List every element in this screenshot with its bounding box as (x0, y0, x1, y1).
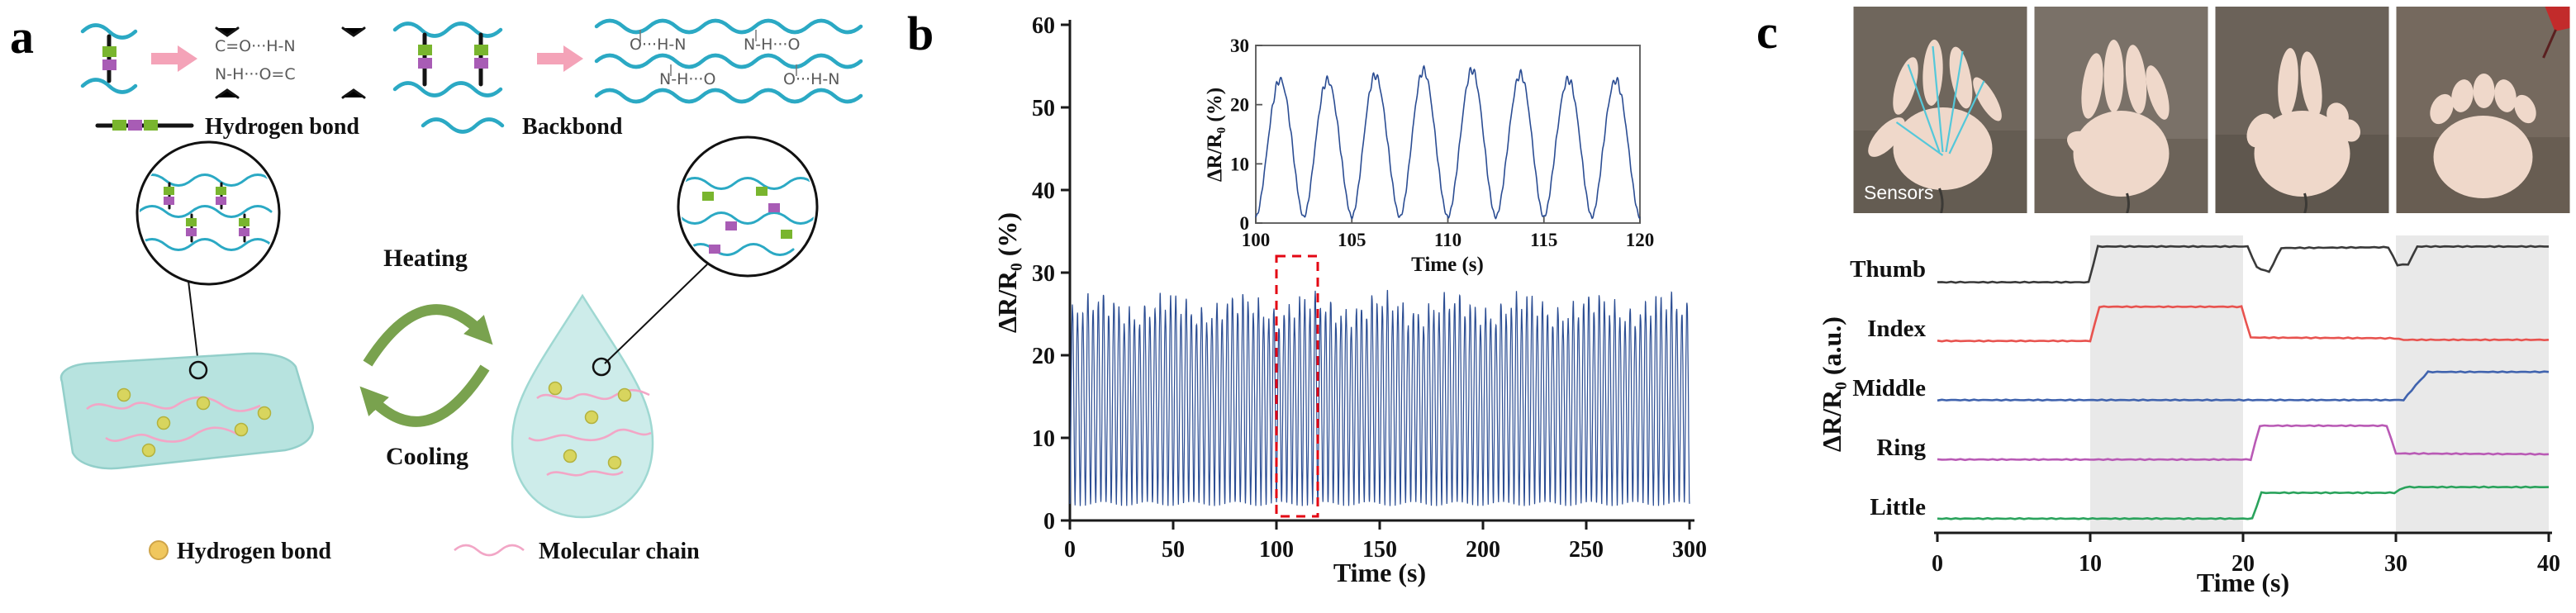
legend-hydrogen-bond-label: Hydrogen bond (177, 539, 331, 564)
motif-single-hbond (80, 23, 138, 94)
y-tick-label: 30 (1032, 261, 1055, 287)
hand-photo-clenched (2396, 7, 2570, 213)
chem-text: C=O···H-N (215, 37, 296, 55)
y-tick-label: 50 (1032, 96, 1055, 121)
finger-label-ring: Ring (1876, 435, 1926, 461)
inset-x-tick-label: 110 (1434, 230, 1461, 250)
shaded-region-2 (2396, 235, 2549, 533)
clip-lead-icon (2545, 7, 2570, 31)
finger-trace-little (1937, 485, 2550, 520)
panel-a-schematic: C=O···H-N N-H···O=C (59, 18, 863, 564)
panel-c-chart: 0 10 20 30 40 Thumb Index Middle Ring Little (1850, 235, 2560, 577)
inset-frame (1255, 45, 1641, 224)
panel-b-xlabel: Time (s) (1333, 558, 1426, 587)
panel-a-letter: a (10, 10, 34, 64)
sensors-label: Sensors (1864, 182, 1934, 203)
finger-trace-thumb (1937, 245, 2549, 284)
heating-arrow-icon (363, 304, 493, 367)
x-tick-label: 100 (1259, 537, 1294, 563)
heating-label: Heating (383, 245, 468, 272)
inset-waveform (1255, 64, 1641, 220)
hand-photo-open (1853, 7, 2027, 214)
heating-cooling-cycle: Heating Cooling (359, 245, 493, 470)
inset-y-tick-label: 10 (1230, 154, 1249, 174)
y-tick-label: 0 (1043, 509, 1055, 535)
panel-b-inset-ylabel: ΔR/R₀ (%) (1204, 88, 1226, 182)
molecular-chain-icon (454, 544, 525, 557)
panel-b-letter: b (907, 7, 934, 60)
finger-label-index: Index (1867, 316, 1926, 342)
inset-x-tick-label: 115 (1530, 230, 1557, 250)
finger-trace-ring (1937, 424, 2550, 462)
finger-label-little: Little (1870, 494, 1926, 520)
sensor-wires-icon (1895, 45, 1985, 156)
chem-text: O···H-N (630, 36, 686, 54)
x-tick-label: 250 (1569, 537, 1604, 563)
droplet (511, 293, 654, 519)
panel-c-letter: c (1756, 5, 1778, 59)
chem-text: N-H···O (744, 36, 800, 54)
arrow-right-icon (151, 45, 197, 72)
x-tick-label: 30 (2384, 551, 2407, 577)
resistance-waveform (1069, 289, 1690, 506)
zoom-marker-circle (188, 360, 208, 380)
x-tick-label: 50 (1162, 537, 1185, 563)
chem-text: N-H···O (659, 70, 715, 88)
gel-slab (59, 352, 314, 470)
chem-structure-pair: C=O···H-N N-H···O=C (215, 26, 366, 99)
legend-molecular-chain-label: Molecular chain (539, 539, 700, 564)
panel-c-figure: 0 10 20 30 40 Thumb Index Middle Ring Little ΔR/R… (1817, 235, 2560, 597)
shaded-region-1 (2090, 235, 2243, 533)
highlight-box (1275, 254, 1319, 518)
chem-network: O···H-N N-H···O N-H···O O···H-N (594, 18, 863, 104)
finger-label-thumb: Thumb (1850, 256, 1926, 283)
inset-x-tick-label: 105 (1338, 230, 1366, 250)
x-tick-label: 20 (2231, 551, 2255, 577)
y-tick-label: 20 (1032, 344, 1055, 369)
cooling-label: Cooling (386, 443, 468, 470)
inset-y-tick-label: 30 (1230, 36, 1249, 56)
x-tick-label: 10 (2079, 551, 2102, 577)
panel-c-ylabel: ΔR/R₀ (a.u.) (1817, 316, 1846, 452)
hand-photo-partially-bent (2215, 7, 2389, 214)
legend-backbone-label: Backbond (522, 114, 623, 140)
chem-text: N-H···O=C (215, 65, 296, 83)
finger-trace-index (1937, 305, 2550, 343)
inset-x-tick-label: 120 (1626, 230, 1655, 250)
chem-text: O···H-N (783, 70, 839, 88)
y-tick-label: 40 (1032, 178, 1055, 204)
magnifier-bonded-network (135, 140, 281, 364)
panel-b-ylabel: ΔR/R₀ (%) (992, 212, 1022, 333)
y-tick-label: 60 (1032, 13, 1055, 39)
inset-y-tick-label: 0 (1240, 213, 1250, 234)
legend-bottom: Hydrogen bond Molecular chain (149, 539, 700, 564)
cooling-arrow-icon (359, 364, 490, 427)
panel-b-figure: 0 10 20 30 40 50 60 0 50 100 150 200 250 300 0 10 20 30 10… (992, 13, 1707, 587)
x-tick-label: 0 (1932, 551, 1943, 577)
hand-photo-fingers-up (2034, 7, 2208, 214)
y-tick-label: 10 (1032, 426, 1055, 452)
x-tick-label: 40 (2537, 551, 2560, 577)
motif-double-hbond (392, 21, 503, 97)
finger-label-middle: Middle (1852, 375, 1926, 402)
x-tick-label: 150 (1362, 537, 1397, 563)
panel-b-inset-xlabel: Time (s) (1411, 254, 1484, 276)
magnifier-broken-network (604, 135, 819, 364)
inset-y-tick-label: 20 (1230, 95, 1249, 116)
hydrogen-bond-dot-icon (149, 540, 169, 560)
inset-x-tick-label: 100 (1242, 230, 1271, 250)
panel-c-xlabel: Time (s) (2197, 568, 2289, 597)
legend-hydrogen-bond-label: Hydrogen bond (205, 114, 359, 140)
arrow-right-icon (537, 45, 583, 72)
legend-top: Hydrogen bond Backbond (95, 114, 623, 140)
x-tick-label: 200 (1466, 537, 1500, 563)
x-tick-label: 300 (1672, 537, 1707, 563)
finger-trace-middle (1937, 370, 2550, 402)
zoom-marker-circle (592, 357, 611, 377)
x-tick-label: 0 (1064, 537, 1076, 563)
panel-b-chart: 0 10 20 30 40 50 60 0 50 100 150 200 250 300 0 10 20 30 10… (1032, 13, 1707, 563)
